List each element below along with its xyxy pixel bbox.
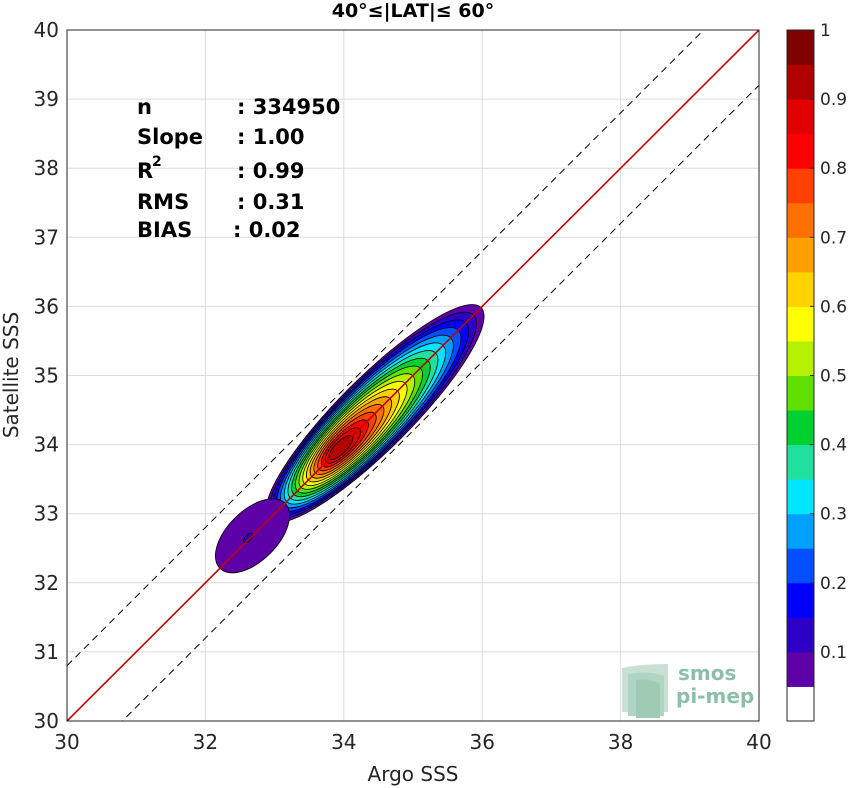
logo-text-line2: pi-mep (676, 684, 754, 708)
y-tick-label: 35 (34, 364, 59, 388)
y-axis-label: Satellite SSS (0, 312, 23, 438)
colorbar-segment (787, 168, 814, 204)
stat-rms-value: : 0.31 (237, 190, 305, 214)
grid (67, 30, 759, 721)
colorbar-segment (787, 548, 814, 584)
reference-line-one-to-one (67, 30, 759, 721)
y-tick-label: 38 (34, 156, 59, 180)
stats-box: n : 334950 Slope : 1.00 R 2 : 0.99 RMS :… (137, 95, 340, 242)
colorbar-segment (787, 271, 814, 307)
colorbar-segment (787, 99, 814, 135)
logo-text-line1: smos (678, 661, 736, 685)
colorbar-segment (787, 375, 814, 411)
reference-line-lower-bound (121, 84, 759, 721)
stat-r2-value: : 0.99 (237, 159, 305, 183)
y-tick-label: 31 (34, 640, 59, 664)
colorbar-segment (787, 340, 814, 376)
colorbar-segment (787, 686, 814, 722)
colorbar-tick-label: 0.5 (820, 367, 847, 387)
x-tick-labels: 30 32 34 36 38 40 (54, 730, 771, 754)
colorbar-segment (787, 30, 814, 66)
smos-pimep-logo: smos pi-mep (622, 661, 754, 718)
colorbar-segment (787, 237, 814, 273)
y-tick-labels: 30 31 32 33 34 35 36 37 38 39 40 (34, 18, 59, 733)
x-axis-label: Argo SSS (368, 762, 459, 786)
stat-bias-label: BIAS (137, 218, 192, 242)
y-tick-label: 30 (34, 709, 59, 733)
y-tick-label: 37 (34, 225, 59, 249)
y-tick-label: 40 (34, 18, 59, 42)
colorbar-segment (787, 651, 814, 687)
colorbar-segment (787, 479, 814, 515)
x-tick-label: 38 (608, 730, 633, 754)
stat-n-value: : 334950 (237, 95, 340, 119)
colorbar-tick-label: 0.3 (820, 505, 847, 525)
colorbar-tick-label: 0.6 (820, 297, 847, 317)
y-tick-label: 36 (34, 294, 59, 318)
colorbar-tick-label: 1 (820, 21, 831, 41)
colorbar-segment (787, 513, 814, 549)
colorbar-tick-label: 0.8 (820, 159, 847, 179)
reference-line-upper-bound (67, 30, 705, 667)
colorbar-segment (787, 202, 814, 238)
colorbar (786, 29, 815, 722)
x-tick-label: 40 (746, 730, 771, 754)
x-tick-label: 32 (193, 730, 218, 754)
colorbar-segment (787, 410, 814, 446)
colorbar-tick-label: 0.2 (820, 574, 847, 594)
x-tick-label: 36 (469, 730, 494, 754)
plot-frame (66, 29, 760, 722)
y-tick-label: 34 (34, 433, 59, 457)
colorbar-segment (787, 306, 814, 342)
colorbar-tick-label: 0.1 (820, 643, 847, 663)
stat-r2-sup: 2 (152, 154, 162, 170)
colorbar-segment (787, 64, 814, 100)
stat-slope-label: Slope (137, 125, 203, 149)
colorbar-tick-label: 0.7 (820, 228, 847, 248)
stat-rms-label: RMS (137, 190, 189, 214)
reference-lines (67, 30, 759, 721)
logo-waves-icon (622, 664, 668, 718)
stat-bias-value: : 0.02 (233, 218, 301, 242)
colorbar-segment (787, 582, 814, 618)
colorbar-segment (787, 444, 814, 480)
stat-r2-label: R (137, 159, 153, 183)
chart-title: 40°≤|LAT|≤ 60° (332, 0, 495, 22)
colorbar-segment (787, 133, 814, 169)
colorbar-tick-label: 0.9 (820, 90, 847, 110)
y-tick-label: 32 (34, 571, 59, 595)
stat-n-label: n (137, 95, 152, 119)
y-tick-label: 33 (34, 502, 59, 526)
colorbar-tick-labels: 0.1 0.2 0.3 0.4 0.5 0.6 0.7 0.8 0.9 1 (810, 21, 847, 663)
colorbar-segment (787, 617, 814, 653)
x-tick-label: 34 (331, 730, 356, 754)
y-tick-label: 39 (34, 87, 59, 111)
colorbar-tick-label: 0.4 (820, 436, 847, 456)
density-contour (243, 532, 254, 544)
stat-slope-value: : 1.00 (237, 125, 305, 149)
x-tick-label: 30 (54, 730, 79, 754)
